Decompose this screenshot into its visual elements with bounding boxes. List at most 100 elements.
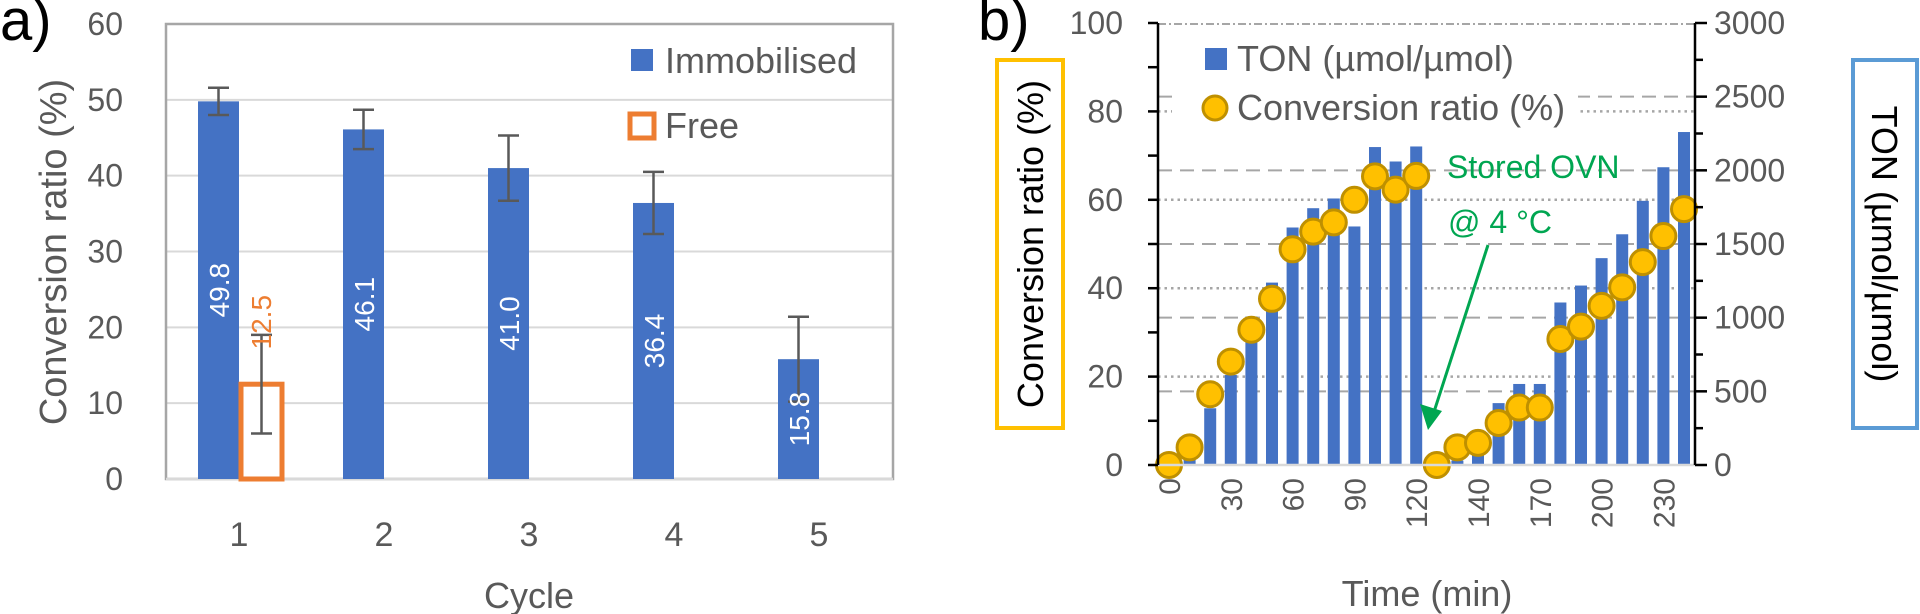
point-conversion <box>1196 380 1225 409</box>
legend-swatch-free <box>627 111 657 141</box>
bar-ton <box>1636 200 1649 465</box>
point-conversion <box>1278 235 1307 264</box>
x-tick-label: 2 <box>375 516 394 554</box>
y-left-axis-title: Conversion ratio (%) <box>1010 80 1051 408</box>
y-tick-label: 40 <box>87 158 123 194</box>
point-conversion <box>1649 222 1678 251</box>
bar-ton <box>1369 147 1381 465</box>
y-right-tick-label: 2500 <box>1714 79 1785 115</box>
point-conversion <box>1237 315 1266 344</box>
error-bar <box>251 333 272 435</box>
x-tick-label: 230 <box>1648 478 1681 528</box>
bar-ton <box>1204 408 1217 465</box>
y-left-tick-label: 80 <box>1087 93 1123 129</box>
point-conversion <box>1340 185 1369 214</box>
y-left-tick-label: 40 <box>1087 270 1123 306</box>
annotation-text: @ 4 °C <box>1448 204 1552 240</box>
panel-a-chart: a) 0 10 20 30 40 50 60 1 2 3 4 5 Cycle Conversion rati… <box>0 0 895 614</box>
y-tick-label: 30 <box>87 234 123 270</box>
point-conversion <box>1628 248 1657 277</box>
bar-ton <box>1348 226 1361 465</box>
bar-immobilised <box>198 101 239 479</box>
bar-ton <box>1307 208 1320 465</box>
y-tick-label: 60 <box>87 6 123 42</box>
legend-swatch-immobilised <box>631 49 653 71</box>
y-tick-label: 20 <box>87 309 123 345</box>
x-tick-label: 1 <box>230 516 249 554</box>
point-conversion <box>1402 161 1431 190</box>
point-conversion <box>1525 393 1554 422</box>
point-conversion <box>1670 195 1698 224</box>
bar-ton <box>1327 198 1340 465</box>
panel-label: a) <box>0 0 52 53</box>
data-label: 15.8 <box>784 392 815 447</box>
point-conversion <box>1216 347 1245 376</box>
x-tick-label: 170 <box>1525 478 1558 528</box>
data-label: 49.8 <box>204 263 235 318</box>
y-right-tick-label: 500 <box>1714 373 1767 409</box>
annotation-arrow-line <box>1430 244 1490 419</box>
x-tick-label: 30 <box>1216 478 1249 511</box>
y-right-tick-label: 1000 <box>1714 300 1785 336</box>
annotation-arrowhead-icon <box>1420 404 1442 430</box>
point-conversion <box>1258 284 1286 313</box>
x-axis-title: Time (min) <box>1342 573 1513 614</box>
y-axis-title: Conversion ratio (%) <box>33 79 75 425</box>
y-right-tick-label: 3000 <box>1714 5 1785 41</box>
annotation-text: Stored OVN <box>1447 149 1620 185</box>
bar-ton <box>1410 146 1423 465</box>
point-conversion <box>1361 162 1389 191</box>
bar-ton <box>1286 227 1299 465</box>
right-axis-title-box <box>1851 58 1919 430</box>
bar-ton <box>1451 460 1464 465</box>
y-tick-label: 0 <box>105 461 123 497</box>
x-tick-label: 90 <box>1339 478 1372 511</box>
bar-ton <box>1575 285 1587 465</box>
point-conversion <box>1546 325 1575 354</box>
panel-b-chart: b) TON (µmol/µmol) Conversion ratio (%) 0 20… <box>978 0 1919 614</box>
point-conversion <box>1175 433 1204 462</box>
point-conversion <box>1587 291 1616 320</box>
y-right-tick-label: 1500 <box>1714 226 1785 262</box>
x-tick-label: 60 <box>1278 478 1311 511</box>
bar-ton <box>1616 234 1629 465</box>
data-label: 41.0 <box>494 296 525 351</box>
error-bar <box>643 170 664 236</box>
data-label: 46.1 <box>349 277 380 332</box>
bar-ton <box>1657 167 1670 466</box>
left-axis-title-box <box>995 58 1065 430</box>
y-right-tick-label: 2000 <box>1714 152 1785 188</box>
error-bar <box>208 86 229 117</box>
x-tick-label: 5 <box>810 516 829 554</box>
point-conversion <box>1319 208 1348 237</box>
point-conversion <box>1484 409 1513 438</box>
point-conversion <box>1381 175 1410 204</box>
legend-swatch-ton <box>1205 48 1227 70</box>
bar-ton <box>1678 132 1690 465</box>
bar-ton <box>1266 282 1278 465</box>
y-left-tick-label: 20 <box>1087 359 1123 395</box>
point-conversion <box>1608 273 1637 302</box>
legend-label: Immobilised <box>665 40 857 81</box>
bar-ton <box>1245 316 1258 465</box>
bar-immobilised <box>488 168 529 480</box>
error-bar <box>498 134 519 202</box>
y-right-axis-title: TON (µmol/µmol) <box>1864 106 1905 383</box>
x-tick-label: 200 <box>1587 478 1620 528</box>
point-conversion <box>1567 312 1595 341</box>
data-label: 36.4 <box>639 314 670 369</box>
y-right-tick-label: 0 <box>1714 447 1732 483</box>
x-axis-title: Cycle <box>484 575 574 614</box>
x-tick-label: 0 <box>1154 478 1187 495</box>
bar-immobilised <box>633 202 674 479</box>
legend-label: Conversion ratio (%) <box>1237 87 1565 128</box>
data-label: 12.5 <box>246 295 277 350</box>
point-conversion <box>1464 428 1492 457</box>
error-bar <box>353 108 374 151</box>
y-left-tick-label: 0 <box>1105 447 1123 483</box>
x-tick-label: 4 <box>665 516 684 554</box>
x-tick-label: 140 <box>1463 478 1496 528</box>
bar-immobilised <box>343 129 384 480</box>
y-tick-label: 10 <box>87 385 123 421</box>
